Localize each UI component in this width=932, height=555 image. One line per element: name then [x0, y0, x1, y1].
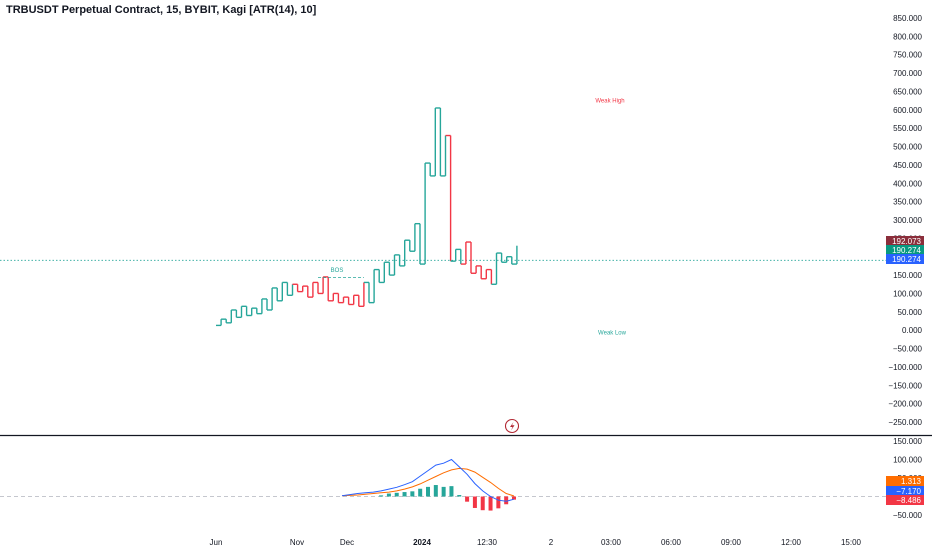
- y-tick-label: −50.000: [893, 345, 923, 354]
- macd-histogram-bar: [457, 495, 462, 497]
- x-tick-label: Dec: [340, 538, 354, 547]
- price-badge: [886, 245, 924, 255]
- macd-y-tick-label: 100.000: [893, 456, 922, 465]
- macd-histogram-bar: [418, 488, 423, 497]
- x-tick-label: 2: [549, 538, 554, 547]
- y-tick-label: 450.000: [893, 161, 922, 170]
- macd-histogram-bar: [472, 496, 477, 508]
- y-tick-label: −100.000: [888, 363, 922, 372]
- macd-histogram-bar: [496, 496, 501, 509]
- x-tick-label: 2024: [413, 538, 431, 547]
- macd-histogram-bar: [386, 493, 391, 497]
- macd-histogram-bar: [426, 486, 430, 497]
- y-tick-label: 350.000: [893, 198, 922, 207]
- y-tick-label: 500.000: [893, 143, 922, 152]
- x-tick-label: 15:00: [841, 538, 862, 547]
- macd-price-badge-label: 1.313: [901, 477, 922, 486]
- x-tick-label: 12:00: [781, 538, 802, 547]
- x-tick-label: 06:00: [661, 538, 682, 547]
- y-tick-label: 300.000: [893, 216, 922, 225]
- y-tick-label: 0.000: [902, 326, 923, 335]
- macd-y-tick-label: 150.000: [893, 437, 922, 446]
- y-tick-label: 850.000: [893, 14, 922, 23]
- macd-histogram-bar: [410, 491, 415, 497]
- price-badge-label: 190.274: [892, 246, 921, 255]
- macd-histogram-bar: [504, 496, 509, 505]
- macd-price-badge: [886, 495, 924, 505]
- chart-annotation: Weak Low: [598, 331, 627, 337]
- signal-line: [341, 467, 515, 497]
- x-tick-label: Jun: [210, 538, 223, 547]
- y-tick-label: 650.000: [893, 87, 922, 96]
- y-tick-label: −250.000: [888, 418, 922, 427]
- macd-histogram-bar: [394, 492, 399, 497]
- macd-histogram-bar: [465, 496, 470, 502]
- lightning-icon-glyph: [510, 422, 515, 431]
- macd-histogram-bar: [402, 492, 407, 497]
- y-tick-label: 550.000: [893, 124, 922, 133]
- price-badge-label: 190.274: [892, 255, 921, 264]
- chart-title: TRBUSDT Perpetual Contract, 15, BYBIT, K…: [6, 4, 317, 16]
- y-tick-label: 600.000: [893, 106, 922, 115]
- macd-price-badge-label: −7.170: [896, 487, 921, 496]
- price-badge-label: 192.073: [892, 237, 921, 246]
- x-tick-label: Nov: [290, 538, 304, 547]
- macd-histogram-bar: [433, 485, 438, 497]
- x-tick-label: 03:00: [601, 538, 622, 547]
- macd-price-badge: [886, 486, 924, 496]
- macd-histogram-bar: [441, 486, 446, 497]
- macd-histogram-bar: [449, 486, 454, 497]
- y-tick-label: −150.000: [888, 381, 922, 390]
- y-tick-label: −200.000: [888, 400, 922, 409]
- y-tick-label: 400.000: [893, 179, 922, 188]
- y-tick-label: 150.000: [893, 271, 922, 280]
- y-tick-label: 800.000: [893, 32, 922, 41]
- macd-price-badge-label: −8.486: [896, 496, 921, 505]
- macd-histogram-bar: [512, 496, 516, 500]
- macd-histogram-bar: [379, 495, 384, 497]
- x-tick-label: 12:30: [477, 538, 498, 547]
- x-tick-label: 09:00: [721, 538, 742, 547]
- chart-annotation: Weak High: [595, 98, 624, 104]
- macd-histogram-bar: [480, 496, 485, 511]
- macd-y-tick-label: −50.000: [893, 511, 923, 520]
- y-tick-label: 100.000: [893, 289, 922, 298]
- macd-price-badge: [886, 476, 924, 486]
- price-badge: [886, 236, 924, 246]
- y-tick-label: 750.000: [893, 51, 922, 60]
- macd-line: [341, 458, 515, 502]
- chart-annotation: BOS: [331, 268, 344, 274]
- price-badge: [886, 254, 924, 264]
- y-tick-label: 50.000: [898, 308, 923, 317]
- y-tick-label: 700.000: [893, 69, 922, 78]
- macd-histogram-bar: [488, 496, 493, 511]
